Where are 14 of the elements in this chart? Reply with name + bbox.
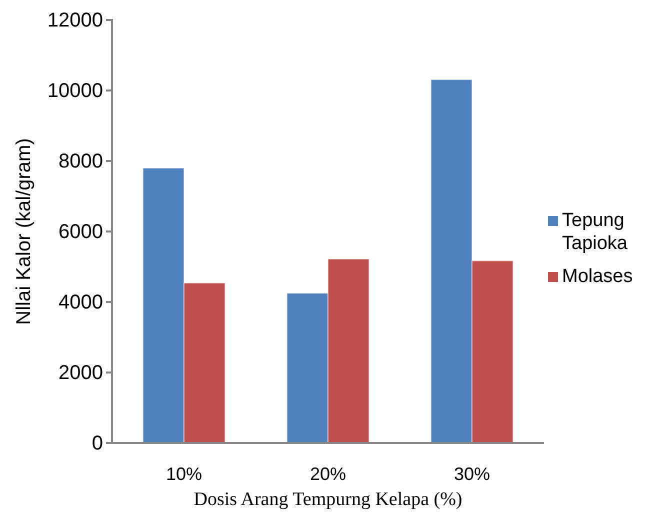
y-tick-label: 6000 — [58, 220, 103, 243]
x-tick-label: 30% — [454, 464, 490, 484]
y-axis-title: Nllai Kalor (kal/gram) — [13, 138, 35, 325]
legend-label: Tepung Tapioka — [562, 210, 628, 254]
legend-label: Molases — [562, 266, 633, 287]
y-tick-label: 2000 — [58, 362, 103, 384]
y-tick-label: 10000 — [47, 80, 103, 102]
y-tick-label: 0 — [92, 432, 103, 454]
x-axis-title: Dosis Arang Tempurng Kelapa (%) — [194, 489, 462, 510]
x-tick-label: 10% — [166, 464, 202, 484]
x-tick-label: 20% — [310, 464, 346, 484]
y-tick-label: 12000 — [47, 9, 103, 32]
y-tick-label: 4000 — [58, 291, 103, 314]
y-tick-label: 8000 — [58, 150, 103, 172]
